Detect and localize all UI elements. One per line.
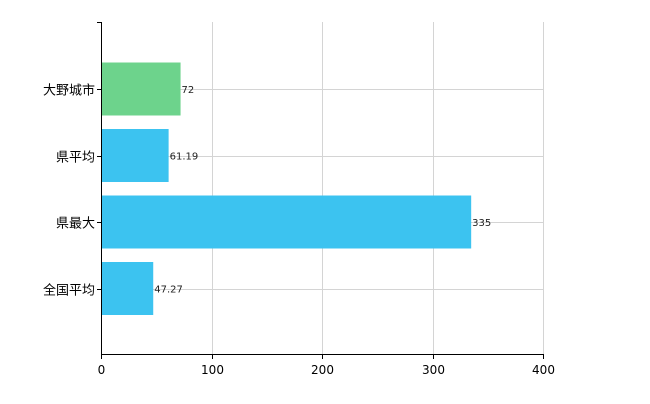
category-label: 県平均	[56, 151, 95, 166]
bar-全国平均	[102, 262, 154, 315]
bar-県最大	[102, 195, 472, 249]
data-label: 72	[182, 85, 195, 96]
x-tick-label: 100	[201, 363, 224, 377]
bars	[102, 62, 472, 315]
x-tick-label: 300	[422, 363, 445, 377]
data-label: 61.19	[170, 152, 199, 163]
data-labels: 72 61.19 335 47.27	[154, 85, 491, 296]
x-tick-label: 400	[532, 363, 555, 377]
data-label: 47.27	[154, 285, 183, 296]
data-label: 335	[472, 218, 491, 229]
category-label: 県最大	[56, 217, 95, 232]
bar-大野城市	[102, 62, 181, 116]
category-label: 全国平均	[43, 283, 95, 299]
x-tick-label: 0	[98, 363, 106, 377]
bar-県平均	[102, 129, 169, 182]
x-tick-label: 200	[311, 363, 334, 377]
category-label: 大野城市	[43, 83, 95, 99]
